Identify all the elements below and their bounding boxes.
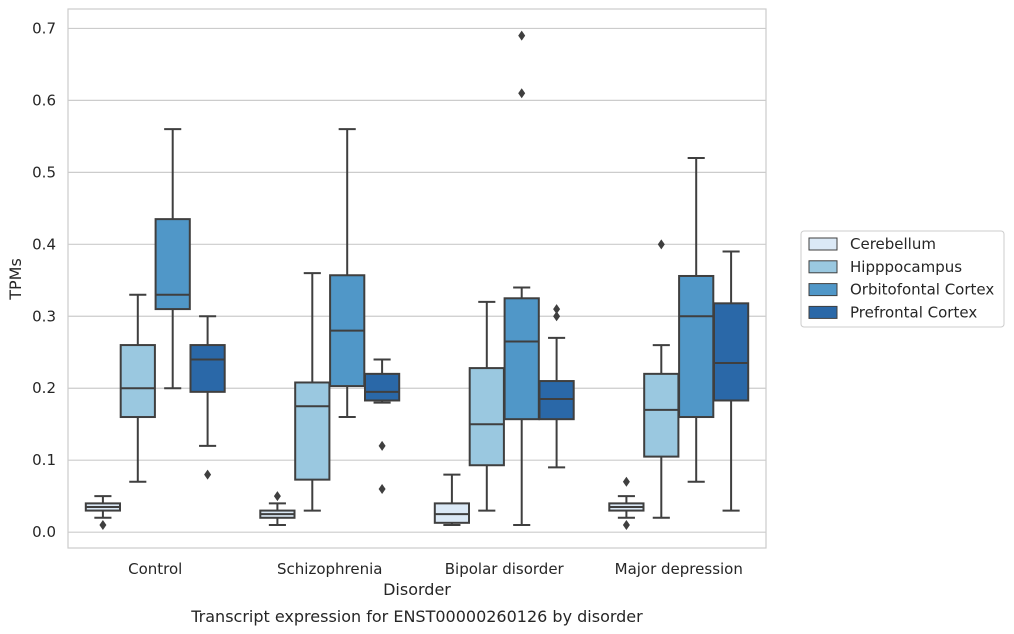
outlier-point (622, 476, 630, 487)
legend-swatch (808, 260, 838, 274)
y-tick-label: 0.5 (32, 163, 56, 181)
legend-label: Prefrontal Cortex (850, 303, 977, 321)
box-group (84, 495, 122, 530)
legend-frame (800, 230, 1005, 328)
box-group (154, 128, 191, 390)
outlier-point (378, 483, 386, 494)
box-group (119, 293, 156, 483)
y-tick-label: 0.3 (32, 307, 56, 325)
outlier-point (553, 311, 561, 322)
box-group (643, 239, 680, 519)
legend-swatch (808, 283, 838, 297)
box (468, 367, 505, 467)
box-group (712, 250, 750, 512)
y-axis-ticks: 0.0 0.1 0.2 0.3 0.4 0.5 0.6 0.7 (32, 19, 56, 541)
box-group (189, 315, 226, 480)
y-tick-label: 0.0 (32, 523, 56, 541)
x-tick-label: Bipolar disorder (445, 560, 565, 578)
x-axis-label: Disorder (383, 580, 451, 599)
outlier-point (204, 469, 212, 480)
outlier-point (518, 30, 526, 41)
outlier-point (518, 88, 526, 99)
box (433, 502, 471, 524)
outlier-point (622, 519, 630, 530)
outlier-point (378, 440, 386, 451)
box-group (538, 304, 575, 469)
box-group (363, 358, 401, 494)
legend-swatch (808, 305, 838, 319)
box (189, 344, 226, 393)
outlier-point (273, 491, 281, 502)
legend-label: Hipppocampus (850, 258, 962, 276)
y-tick-label: 0.4 (32, 235, 56, 253)
box-group (433, 473, 471, 526)
box (538, 380, 575, 421)
box (119, 344, 156, 419)
box (294, 381, 331, 481)
x-axis-ticks: Control Schizophrenia Bipolar disorder Majo… (128, 560, 743, 578)
box (503, 297, 540, 421)
x-tick-label: Control (128, 560, 182, 578)
legend: Cerebellum Hipppocampus Orbitofontal Corte… (800, 230, 1005, 328)
box-group (259, 491, 296, 526)
legend-swatch (808, 237, 838, 251)
outlier-point (553, 304, 561, 315)
legend-label: Orbitofontal Cortex (850, 281, 994, 299)
x-tick-label: Major depression (615, 560, 743, 578)
box-group (329, 128, 366, 419)
box (643, 372, 680, 458)
box-group (678, 156, 715, 483)
y-axis-label: TPMs (6, 258, 25, 301)
box (363, 372, 401, 402)
box-group (294, 272, 331, 512)
y-tick-label: 0.1 (32, 451, 56, 469)
box (678, 274, 715, 419)
y-tick-label: 0.6 (32, 91, 56, 109)
y-tick-label: 0.2 (32, 379, 56, 397)
box-series (84, 30, 750, 530)
y-tick-label: 0.7 (32, 19, 56, 37)
outlier-point (99, 519, 107, 530)
legend-label: Cerebellum (850, 235, 936, 253)
outlier-point (657, 239, 665, 250)
box-group (468, 300, 505, 512)
box-group (503, 30, 540, 526)
chart-caption: Transcript expression for ENST0000026012… (190, 607, 643, 626)
x-tick-label: Schizophrenia (277, 560, 382, 578)
box (712, 302, 750, 402)
box-group (608, 476, 645, 530)
